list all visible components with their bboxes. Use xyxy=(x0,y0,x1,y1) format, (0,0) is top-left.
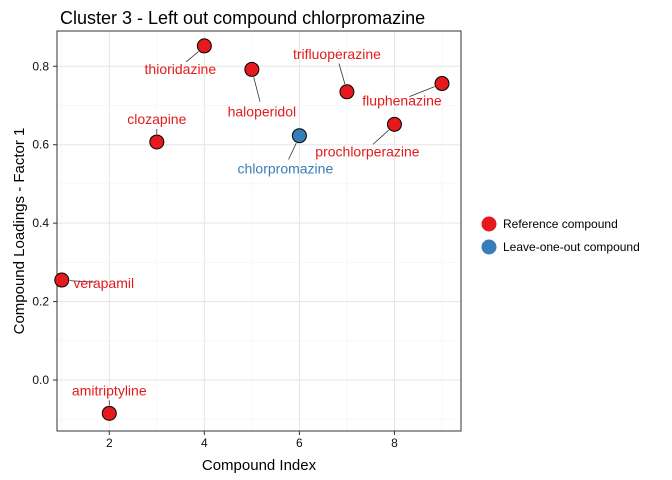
x-tick-label: 2 xyxy=(106,436,113,450)
leader-line xyxy=(253,77,261,102)
leader-line xyxy=(409,86,435,98)
grid xyxy=(57,31,461,431)
x-tick-label: 6 xyxy=(296,436,303,450)
y-tick-label: 0.0 xyxy=(32,373,49,387)
axis-ticks: 2 4 6 8 0.0 0.2 0.4 0.6 0.8 xyxy=(32,59,398,450)
data-point-fluphenazine xyxy=(434,76,450,92)
x-axis-title: Compound Index xyxy=(202,457,317,474)
y-tick-label: 0.8 xyxy=(32,59,49,73)
chart-title: Cluster 3 - Left out compound chlorproma… xyxy=(60,8,425,28)
point-label-haloperidol: haloperidol xyxy=(228,103,297,119)
data-point-amitriptyline xyxy=(101,405,117,421)
legend-label-1: Leave-one-out compound xyxy=(503,240,640,254)
x-tick-label: 8 xyxy=(391,436,398,450)
legend-key-1 xyxy=(481,239,497,255)
data-points xyxy=(54,38,450,421)
data-point-prochlorperazine xyxy=(386,116,402,132)
point-label-verapamil: verapamil xyxy=(73,275,134,291)
point-label-fluphenazine: fluphenazine xyxy=(362,93,442,109)
leader-line xyxy=(372,129,390,145)
y-tick-label: 0.4 xyxy=(32,216,49,230)
point-label-thioridazine: thioridazine xyxy=(145,61,217,77)
point-label-clozapine: clozapine xyxy=(127,111,186,127)
point-label-amitriptyline: amitriptyline xyxy=(72,382,147,398)
leader-line xyxy=(69,280,96,283)
point-label-trifluoperazine: trifluoperazine xyxy=(293,46,381,62)
data-point-haloperidol xyxy=(244,61,260,77)
legend-label-0: Reference compound xyxy=(503,217,618,231)
y-tick-label: 0.6 xyxy=(32,138,49,152)
x-tick-label: 4 xyxy=(201,436,208,450)
leader-line xyxy=(338,63,346,85)
data-point-clozapine xyxy=(149,134,165,150)
y-axis-title: Compound Loadings - Factor 1 xyxy=(11,128,28,335)
data-point-chlorpromazine xyxy=(291,128,307,144)
data-point-thioridazine xyxy=(196,38,212,54)
legend: Reference compound Leave-one-out compound xyxy=(481,216,640,255)
plot-border xyxy=(56,30,462,432)
legend-key-0 xyxy=(481,216,497,232)
y-tick-label: 0.2 xyxy=(32,295,49,309)
point-labels: verapamil amitriptyline clozapine thioridaz… xyxy=(69,46,442,406)
data-point-verapamil xyxy=(54,272,70,288)
data-point-trifluoperazine xyxy=(339,84,355,100)
point-label-chlorpromazine: chlorpromazine xyxy=(238,161,334,177)
leader-line xyxy=(288,142,297,160)
point-label-prochlorperazine: prochlorperazine xyxy=(315,143,419,159)
leader-line xyxy=(185,51,199,63)
